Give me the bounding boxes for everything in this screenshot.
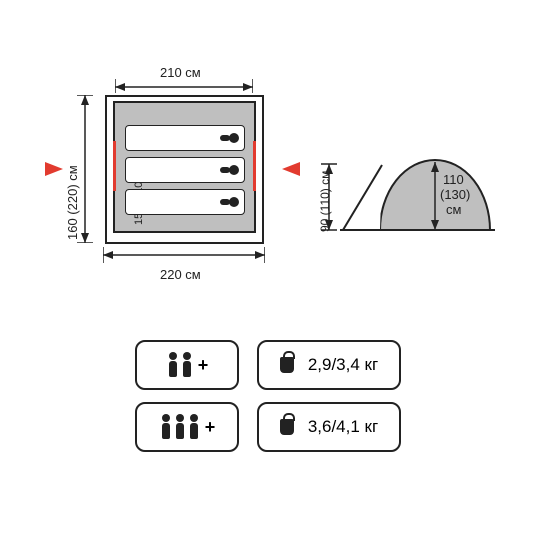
arrow-entrance-left	[45, 162, 63, 176]
dim-profile-height: 90 (110) см	[318, 171, 332, 232]
weight-icon	[280, 357, 294, 373]
capacity-table: + 2,9/3,4 кг + 3,6/4,1 кг	[135, 340, 425, 464]
profile-svg	[340, 130, 500, 245]
person-icon	[159, 414, 173, 440]
plus-icon: +	[205, 417, 216, 438]
person-icon	[173, 414, 187, 440]
dim-width-top: 210 см	[160, 65, 201, 80]
plus-icon: +	[198, 355, 209, 376]
persons-box-3: +	[135, 402, 239, 452]
weight-value-2: 3,6/4,1 кг	[308, 417, 378, 437]
profile-inner-dim-3: см	[446, 202, 461, 217]
person-icon	[187, 414, 201, 440]
arrow-entrance-right	[282, 162, 300, 176]
weight-icon	[280, 419, 294, 435]
profile-inner-dim-1: 110	[443, 172, 464, 187]
top-diagrams: 160 (220) см 210 см	[0, 80, 540, 300]
side-profile: 110 (130) см	[340, 130, 500, 245]
person-icon	[180, 352, 194, 378]
door-marker-right	[253, 141, 256, 191]
person-icon	[166, 352, 180, 378]
floorplan: 210 см 150 (210) см	[105, 95, 260, 240]
sleeping-slot-3	[125, 189, 245, 215]
weight-box-1: 2,9/3,4 кг	[257, 340, 401, 390]
weight-value-1: 2,9/3,4 кг	[308, 355, 378, 375]
tent-spec-diagram: 160 (220) см 210 см	[0, 0, 540, 540]
door-marker-left	[113, 141, 116, 191]
sleeping-slot-1	[125, 125, 245, 151]
capacity-row-1: + 2,9/3,4 кг	[135, 340, 425, 390]
capacity-row-2: + 3,6/4,1 кг	[135, 402, 425, 452]
persons-box-2: +	[135, 340, 239, 390]
profile-inner-dim-2: (130)	[440, 187, 470, 202]
weight-box-2: 3,6/4,1 кг	[257, 402, 401, 452]
sleeping-slot-2	[125, 157, 245, 183]
dim-width-bottom: 220 см	[160, 267, 201, 282]
dim-line-height-outer	[75, 95, 95, 243]
dim-line-width-bottom	[103, 245, 265, 265]
